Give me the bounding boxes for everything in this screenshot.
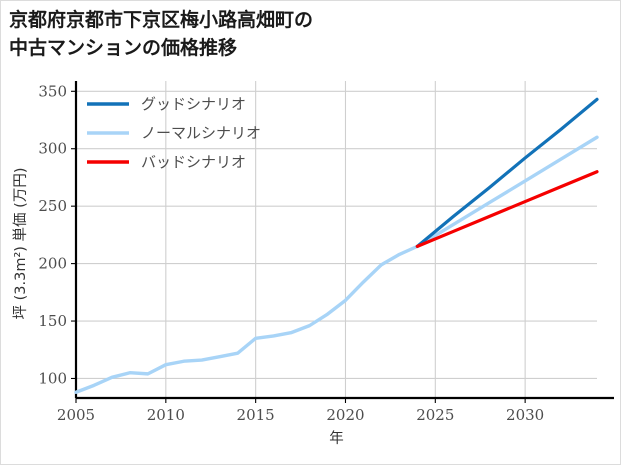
y-axis-tick-labels: 100 150 200 250 300 350 — [38, 82, 67, 387]
y-tick-label: 250 — [38, 197, 67, 215]
y-tick-label: 300 — [38, 140, 67, 158]
y-tick-label: 100 — [38, 369, 67, 387]
y-tick-label: 200 — [38, 255, 67, 273]
x-axis-tick-labels: 2005 2010 2015 2020 2025 2030 — [57, 406, 544, 424]
series-line-normal — [74, 135, 599, 394]
data-series — [74, 97, 599, 394]
series-line-bad — [415, 170, 599, 248]
y-tick-label: 350 — [38, 82, 67, 100]
x-tick-label: 2025 — [416, 406, 454, 424]
tick-marks — [71, 90, 526, 403]
y-axis-title: 坪 (3.3m²) 単価 (万円) — [12, 168, 29, 320]
series-line-good — [415, 97, 599, 248]
y-tick-label: 150 — [38, 312, 67, 330]
legend-label: バッドシナリオ — [141, 153, 246, 171]
x-tick-label: 2015 — [237, 406, 275, 424]
x-tick-label: 2020 — [326, 406, 364, 424]
axis-titles: 年 坪 (3.3m²) 単価 (万円) — [12, 168, 344, 447]
chart-title: 京都府京都市下京区梅小路高畑町の 中古マンションの価格推移 — [9, 9, 314, 59]
legend-label: ノーマルシナリオ — [141, 124, 261, 142]
legend-label: グッドシナリオ — [141, 95, 246, 113]
x-tick-label: 2010 — [147, 406, 185, 424]
x-axis-title: 年 — [329, 430, 344, 447]
x-tick-label: 2030 — [506, 406, 544, 424]
x-tick-label: 2005 — [57, 406, 95, 424]
